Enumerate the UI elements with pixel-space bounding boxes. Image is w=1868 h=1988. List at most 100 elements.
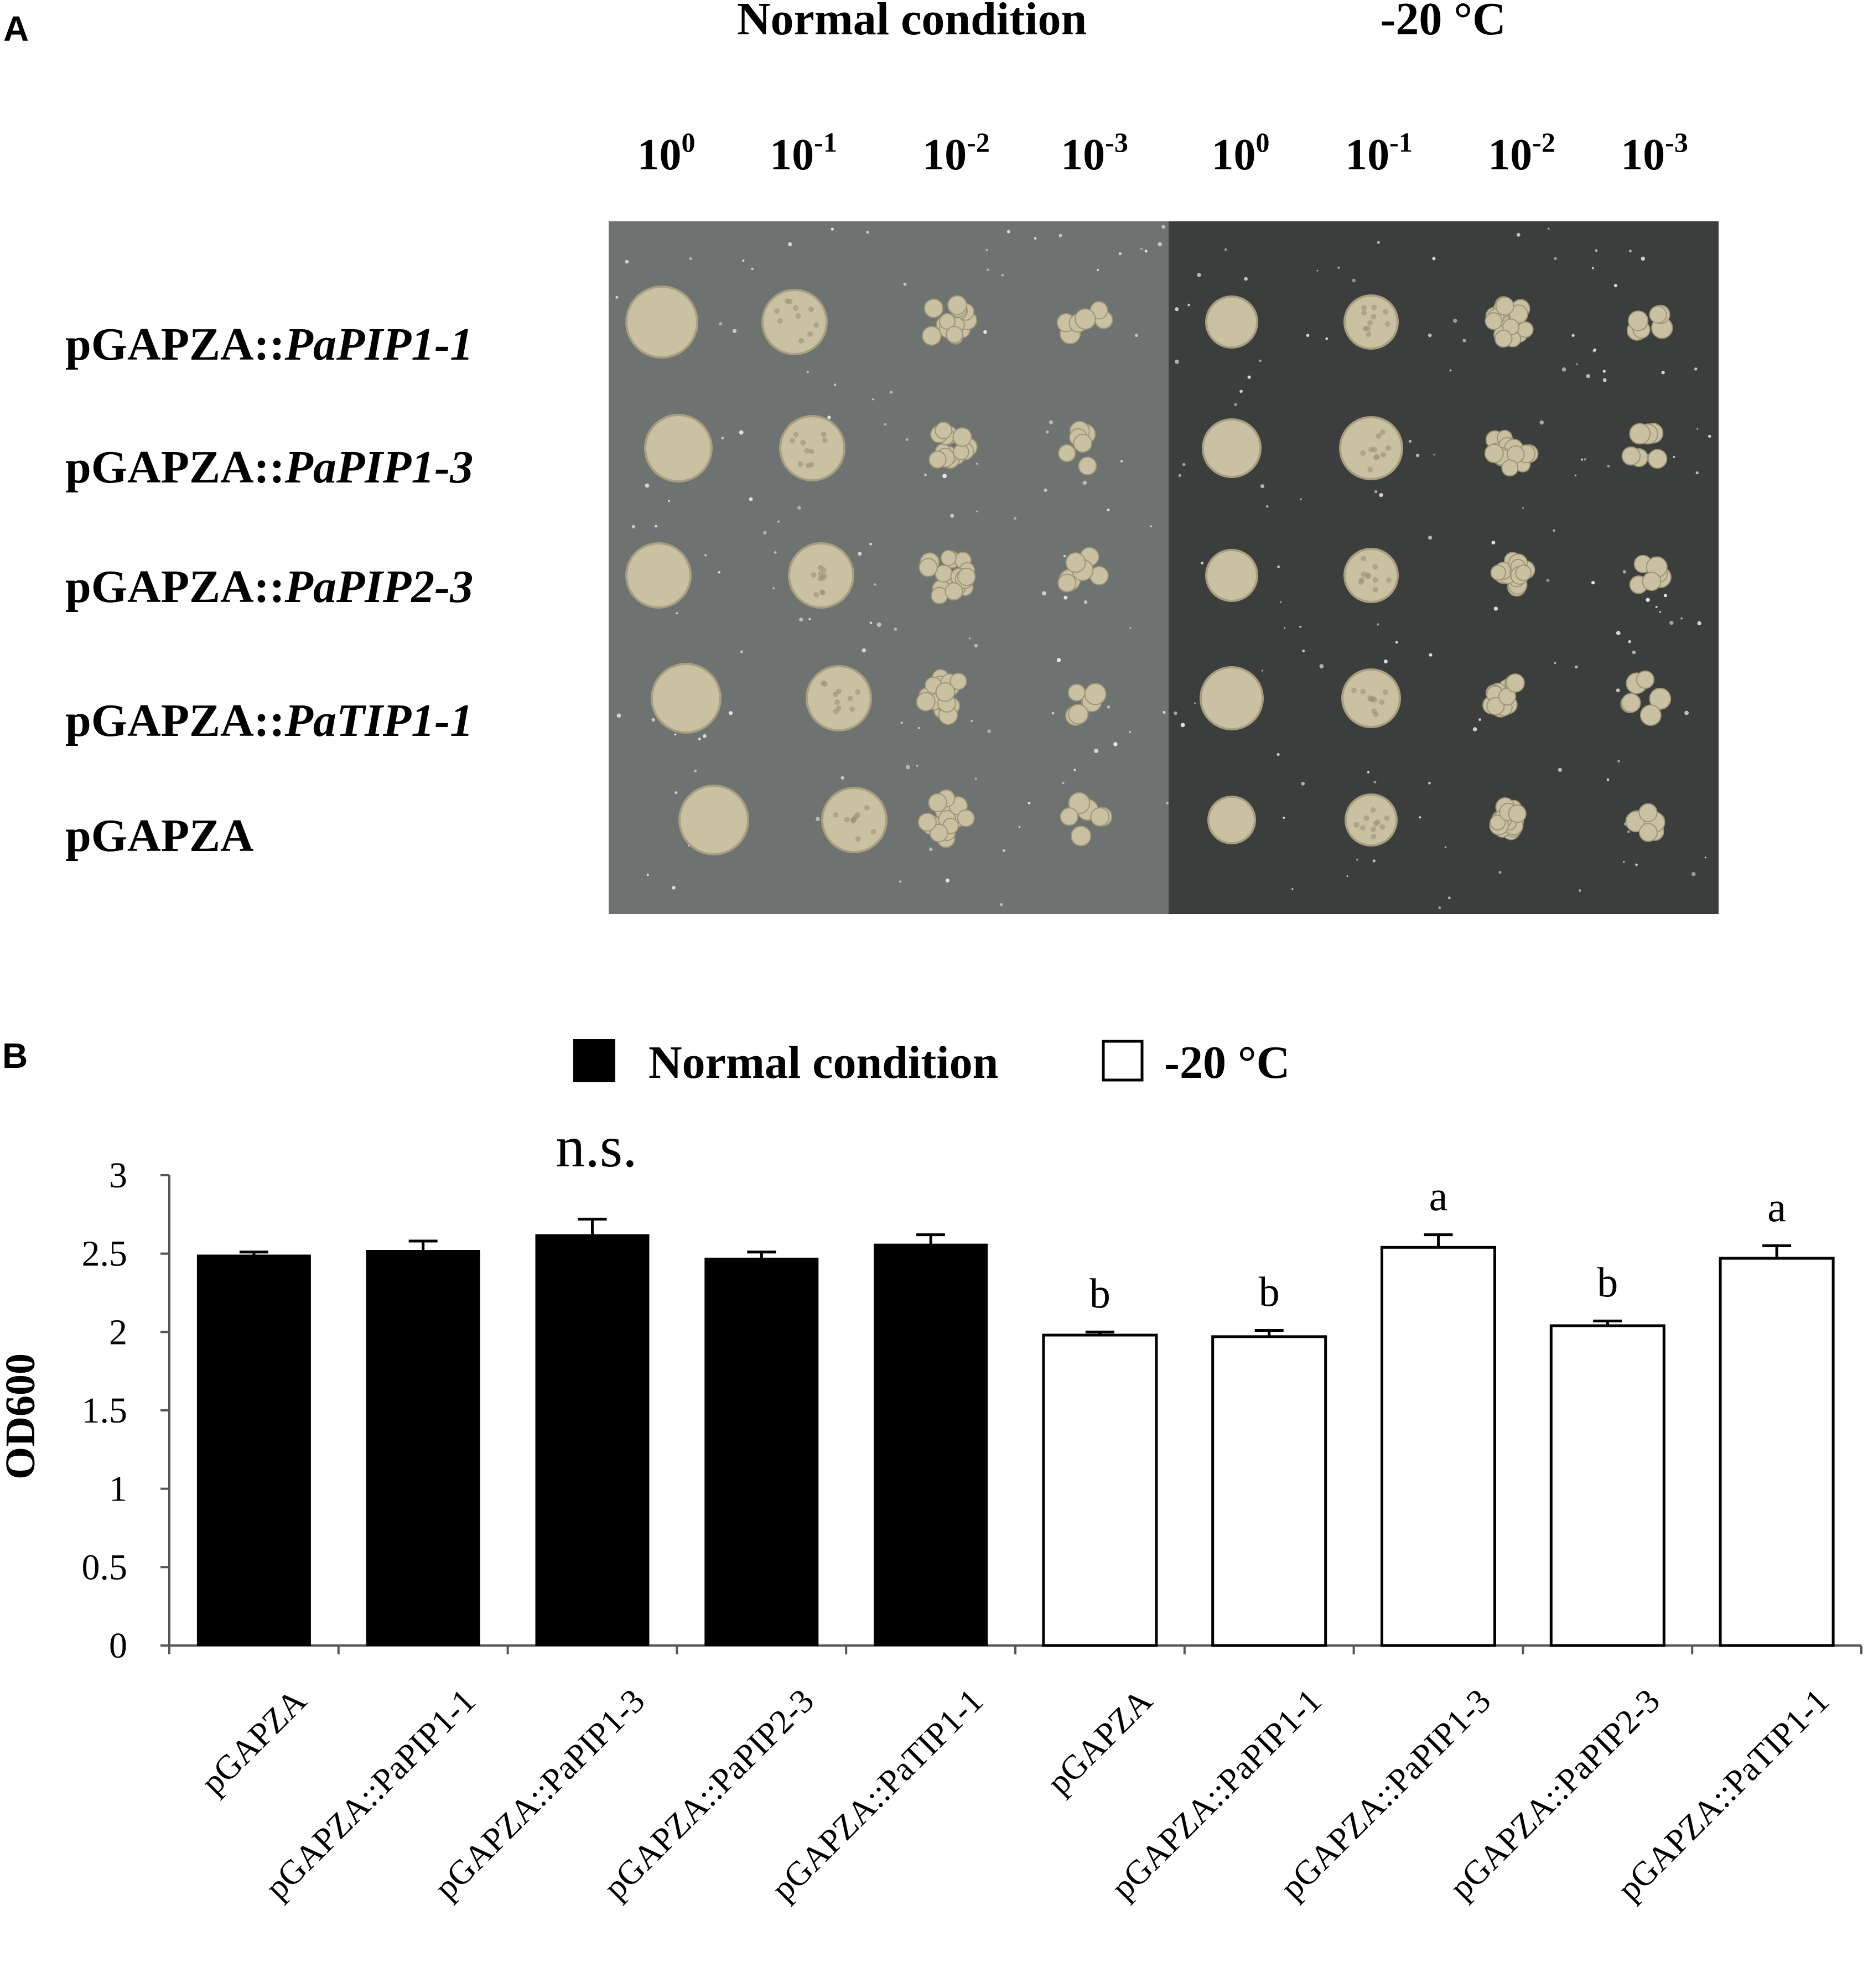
colony-texture <box>1351 687 1357 693</box>
colony-cluster <box>1490 564 1507 581</box>
speckle <box>987 729 991 733</box>
speckle <box>986 268 989 272</box>
speckle <box>1006 230 1010 233</box>
speckle <box>1356 859 1358 861</box>
dilution-label: 10-1 <box>770 127 837 179</box>
speckle <box>1632 650 1636 655</box>
speckle <box>1516 233 1521 237</box>
colony-cluster <box>1058 444 1076 463</box>
significance-letter: b <box>1259 1269 1280 1316</box>
speckle <box>1346 875 1348 878</box>
colony-texture <box>1382 689 1388 695</box>
significance-letter: a <box>1429 1174 1448 1220</box>
speckle <box>1107 508 1110 512</box>
speckle <box>1372 859 1376 863</box>
speckle <box>974 777 977 780</box>
speckle <box>672 886 676 890</box>
speckle <box>833 383 837 386</box>
colony-cluster <box>938 313 956 330</box>
speckle <box>1028 802 1031 804</box>
speckle <box>872 398 874 401</box>
speckle <box>651 718 655 722</box>
colony-cluster <box>1484 444 1504 463</box>
speckle <box>1002 274 1004 277</box>
bar <box>1719 1257 1835 1647</box>
speckle <box>1680 617 1683 620</box>
speckle <box>1571 334 1575 337</box>
speckle <box>900 722 903 724</box>
speckle <box>1447 896 1451 900</box>
speckle <box>1244 277 1248 281</box>
speckle <box>1593 348 1597 351</box>
bar <box>704 1258 819 1647</box>
speckle <box>1082 480 1087 485</box>
colony-texture <box>808 448 814 454</box>
colony-cluster <box>947 295 967 315</box>
y-tick-label: 1.5 <box>82 1390 128 1431</box>
colony-cluster <box>1078 456 1097 476</box>
colony-texture <box>811 572 817 578</box>
colony-spot <box>1345 793 1398 847</box>
speckle <box>1182 463 1186 466</box>
speckle <box>655 525 657 528</box>
speckle <box>1284 627 1286 629</box>
speckle <box>728 711 733 715</box>
speckle <box>1247 375 1251 379</box>
colony-cluster <box>952 427 972 447</box>
colony-cluster <box>1638 803 1658 822</box>
speckle <box>774 551 777 554</box>
colony-cluster <box>949 672 967 691</box>
bar <box>1549 1324 1665 1647</box>
speckle <box>1444 846 1447 848</box>
speckle <box>646 873 649 876</box>
speckle <box>1669 620 1674 625</box>
speckle <box>1377 241 1380 244</box>
speckle <box>1234 403 1237 406</box>
speckle <box>625 259 629 264</box>
speckle <box>1628 640 1631 643</box>
speckle <box>1316 269 1319 272</box>
strain-label: pGAPZA::PaTIP1-1 <box>65 695 473 746</box>
speckle <box>1616 688 1620 693</box>
condition-label-cold: -20 °C <box>1380 0 1506 45</box>
speckle <box>1655 606 1658 608</box>
speckle <box>1352 278 1356 283</box>
colony-texture <box>798 338 805 344</box>
colony-texture <box>1371 833 1377 839</box>
colony-texture <box>1386 577 1392 583</box>
speckle <box>1415 453 1420 458</box>
speckle <box>1306 334 1310 337</box>
speckle <box>1319 664 1324 669</box>
colony-cluster <box>1621 693 1641 713</box>
strain-label: pGAPZA <box>65 810 254 861</box>
colony-spots <box>625 286 1673 855</box>
speckle <box>1118 252 1122 256</box>
speckle <box>1178 474 1181 477</box>
speckle <box>862 648 866 653</box>
colony-texture <box>1379 429 1386 435</box>
colony-texture <box>808 307 814 313</box>
speckle <box>1408 439 1412 443</box>
dilution-label: 100 <box>1212 127 1270 179</box>
speckle <box>772 587 775 589</box>
bar <box>1211 1335 1327 1647</box>
speckle <box>1581 458 1583 461</box>
colony-texture <box>1361 571 1367 577</box>
dilution-label: 10-3 <box>1061 127 1128 179</box>
speckle <box>1063 554 1066 558</box>
speckle <box>985 248 988 252</box>
speckle <box>1194 702 1196 704</box>
colony-texture <box>821 432 827 438</box>
speckle <box>1704 857 1706 859</box>
speckle <box>976 463 978 465</box>
speckle <box>1187 303 1191 307</box>
speckle <box>974 643 978 648</box>
bar <box>1381 1245 1496 1647</box>
speckle <box>689 257 692 260</box>
speckle <box>1628 250 1632 253</box>
speckle <box>1325 337 1328 340</box>
colony-texture <box>1380 451 1386 458</box>
speckle <box>971 720 973 722</box>
speckle <box>1395 641 1398 644</box>
colony-texture <box>774 308 780 314</box>
